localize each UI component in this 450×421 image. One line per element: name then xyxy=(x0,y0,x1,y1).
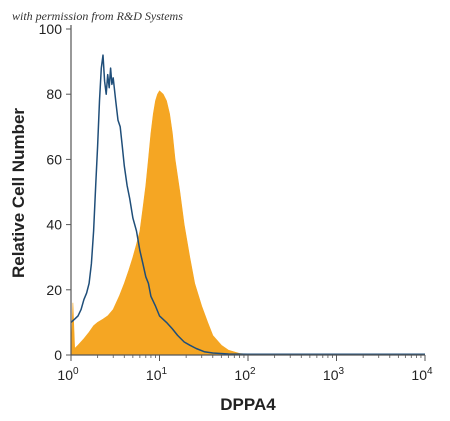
axes: 0 20 40 60 80 100 100 101 102 103 104 xyxy=(39,21,433,383)
x-tick-label: 103 xyxy=(323,366,345,383)
histogram-outline-series xyxy=(70,54,425,356)
x-axis-title: DPPA4 xyxy=(220,395,276,414)
plot-area xyxy=(70,54,426,356)
y-tick-label: 60 xyxy=(46,151,62,167)
y-axis-title: Relative Cell Number xyxy=(9,108,28,278)
y-tick-label: 40 xyxy=(46,217,62,233)
permission-note: with permission from R&D Systems xyxy=(12,9,183,23)
x-tick-label: 102 xyxy=(234,366,256,383)
y-tick-label: 100 xyxy=(39,21,63,37)
x-tick-label: 100 xyxy=(57,366,79,383)
y-tick-label: 20 xyxy=(46,282,62,298)
y-tick-label: 0 xyxy=(54,347,62,363)
x-tick-label: 101 xyxy=(146,366,168,383)
y-tick-label: 80 xyxy=(46,86,62,102)
x-tick-label: 104 xyxy=(411,366,433,383)
histogram-filled-series xyxy=(70,90,426,356)
